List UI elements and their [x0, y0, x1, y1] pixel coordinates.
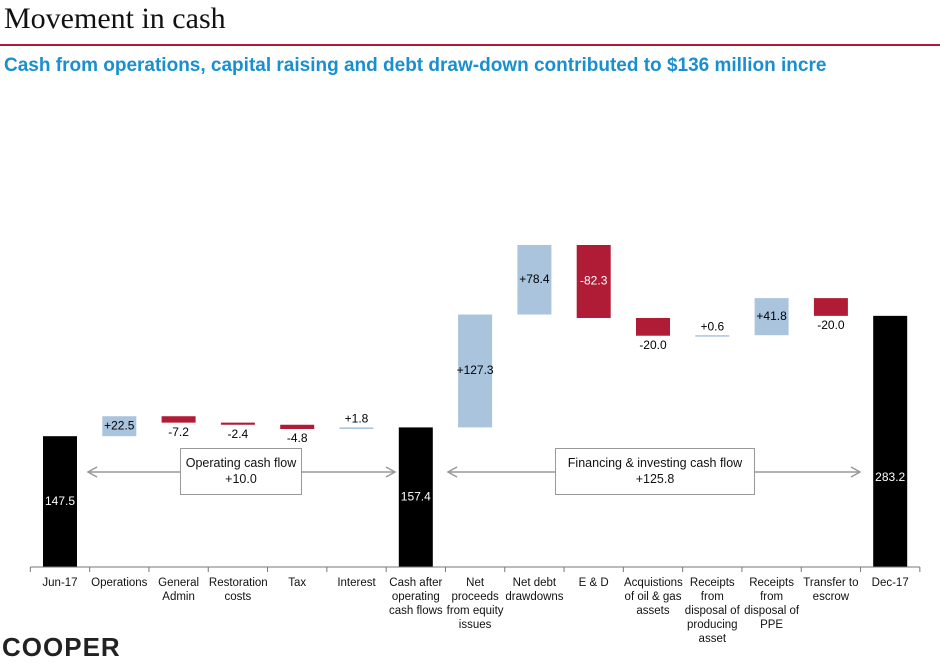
value-label: 283.2: [875, 470, 905, 484]
x-tick-label: Receipts from disposal of PPE: [744, 577, 800, 631]
bar: [517, 245, 552, 315]
annotation-value: +125.8: [635, 472, 675, 486]
x-tick-label: Dec-17: [871, 577, 909, 589]
value-label: +78.4: [519, 272, 550, 286]
arrow-head: [86, 466, 98, 478]
logo: COOPER: [2, 632, 121, 662]
value-label: -7.2: [168, 425, 189, 439]
x-tick-label: Restoration costs: [208, 577, 268, 603]
bar: [339, 427, 374, 430]
x-tick-label: Receipts from disposal of producing asse…: [684, 577, 740, 645]
annotation-box: Financing & investing cash flow +125.8: [555, 448, 755, 495]
x-tick-label: Operations: [91, 577, 148, 589]
value-label: -20.0: [639, 338, 667, 352]
bar: [636, 317, 670, 336]
x-tick-label: Net debt drawdowns: [505, 577, 564, 603]
bar: [754, 298, 789, 336]
x-tick-label: Net proceeds from equity issues: [446, 577, 504, 631]
value-label: +127.3: [457, 363, 494, 377]
bar: [576, 245, 611, 318]
bar: [43, 436, 77, 567]
bar: [813, 298, 848, 316]
value-label: +1.8: [345, 412, 369, 426]
bar: [398, 427, 433, 567]
bar: [458, 314, 493, 428]
bar: [873, 315, 908, 567]
value-label: 147.5: [45, 494, 75, 508]
value-label: +41.8: [756, 309, 787, 323]
arrow-head: [850, 466, 862, 478]
bar: [280, 424, 315, 430]
x-tick-label: Transfer to escrow: [803, 577, 859, 603]
subtitle: Cash from operations, capital raising an…: [4, 55, 827, 76]
value-label: -82.3: [580, 274, 608, 288]
value-label: -20.0: [817, 318, 845, 332]
bar: [220, 422, 255, 425]
annotation-box: Operating cash flow +10.0: [180, 448, 302, 495]
x-tick-label: Tax: [288, 577, 307, 589]
x-tick-label: Jun-17: [42, 577, 78, 589]
bar: [161, 416, 196, 423]
arrow-head: [385, 466, 397, 478]
bar: [695, 335, 730, 337]
x-tick-label: Interest: [337, 577, 376, 589]
value-label: -2.4: [228, 427, 249, 441]
x-tick-label: Acquistions of oil & gas assets: [624, 577, 683, 617]
value-label: +22.5: [104, 418, 135, 432]
annotation-title: Operating cash flow: [185, 456, 297, 470]
annotation-value: +10.0: [225, 472, 257, 486]
bar: [102, 416, 137, 437]
arrow-head: [446, 466, 458, 478]
value-label: -4.8: [287, 431, 308, 445]
value-label: +0.6: [700, 319, 724, 333]
value-label: 157.4: [401, 489, 431, 503]
x-tick-label: Cash after operating cash flows: [388, 577, 443, 617]
x-tick-label: General Admin: [158, 577, 200, 603]
title: Movement in cash: [4, 2, 226, 35]
x-tick-label: E & D: [578, 577, 609, 589]
annotation-title: Financing & investing cash flow: [567, 456, 743, 470]
title-rule: [0, 44, 940, 46]
